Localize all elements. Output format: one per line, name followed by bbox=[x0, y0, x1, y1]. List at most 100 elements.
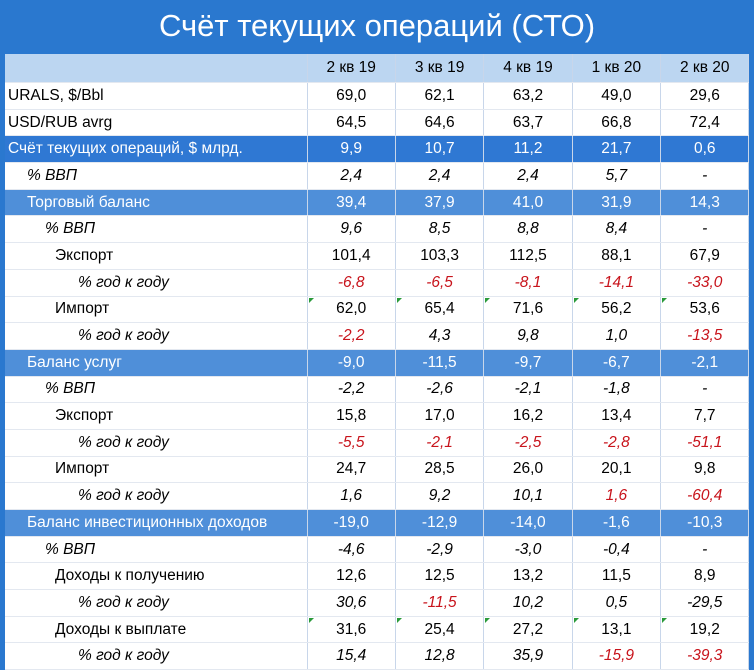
table-row: Экспорт 101,4 103,3 112,5 88,1 67,9 bbox=[5, 242, 750, 270]
table-cell: 66,8 bbox=[572, 109, 662, 137]
table-cell: -8,1 bbox=[483, 269, 573, 297]
table-cell: 12,6 bbox=[307, 562, 396, 591]
table-cell: -6,7 bbox=[572, 349, 662, 377]
table-cell: -6,8 bbox=[307, 269, 396, 297]
table-cell: 65,4 bbox=[395, 296, 485, 324]
table-row: % год к году 30,6 -11,5 10,2 0,5 -29,5 bbox=[5, 589, 750, 617]
table-cell: 8,5 bbox=[395, 215, 485, 244]
table-cell: 39,4 bbox=[307, 189, 396, 217]
table-cell: - bbox=[660, 162, 750, 190]
table-row: Баланс услуг -9,0 -11,5 -9,7 -6,7 -2,1 bbox=[5, 349, 750, 377]
table-cell: 8,9 bbox=[660, 562, 750, 591]
row-label: Доходы к получению bbox=[5, 562, 308, 591]
column-header: 3 кв 19 bbox=[395, 54, 485, 83]
table-row: Торговый баланс 39,4 37,9 41,0 31,9 14,3 bbox=[5, 189, 750, 217]
table-cell: 63,2 bbox=[483, 82, 573, 110]
table-cell: 12,8 bbox=[395, 642, 485, 670]
table-row: URALS, $/Bbl 69,0 62,1 63,2 49,0 29,6 bbox=[5, 82, 750, 110]
table-cell: 49,0 bbox=[572, 82, 662, 110]
table-cell: 27,2 bbox=[483, 616, 573, 644]
table-cell: 10,2 bbox=[483, 589, 573, 617]
table-cell: -2,5 bbox=[483, 429, 573, 457]
table-cell: 25,4 bbox=[395, 616, 485, 644]
table-cell: 10,1 bbox=[483, 482, 573, 510]
table-cell: 24,7 bbox=[307, 456, 396, 484]
row-label: Экспорт bbox=[5, 242, 308, 270]
header-corner bbox=[5, 54, 308, 83]
header-row: 2 кв 19 3 кв 19 4 кв 19 1 кв 20 2 кв 20 bbox=[5, 54, 750, 83]
table-cell: -9,0 bbox=[307, 349, 396, 377]
column-header: 2 кв 20 bbox=[660, 54, 750, 83]
row-label: Экспорт bbox=[5, 402, 308, 430]
row-label: % год к году bbox=[5, 429, 308, 457]
table-cell: 63,7 bbox=[483, 109, 573, 137]
table-cell: 20,1 bbox=[572, 456, 662, 484]
current-account-table: 2 кв 19 3 кв 19 4 кв 19 1 кв 20 2 кв 20 … bbox=[5, 54, 750, 670]
table-cell: 64,5 bbox=[307, 109, 396, 137]
table-cell: 41,0 bbox=[483, 189, 573, 217]
table-row: Счёт текущих операций, $ млрд. 9,9 10,7 … bbox=[5, 135, 750, 164]
table-row: % ВВП -2,2 -2,6 -2,1 -1,8 - bbox=[5, 376, 750, 404]
table-cell: -9,7 bbox=[483, 349, 573, 377]
table-cell: -11,5 bbox=[395, 349, 485, 377]
row-label: Импорт bbox=[5, 296, 308, 324]
table-cell: -2,1 bbox=[660, 349, 750, 377]
row-label: % год к году bbox=[5, 589, 308, 617]
table-cell: 112,5 bbox=[483, 242, 573, 270]
table-cell: -39,3 bbox=[660, 642, 750, 670]
table-cell: -1,6 bbox=[572, 509, 662, 537]
table-cell: -2,2 bbox=[307, 376, 396, 404]
table-cell: 69,0 bbox=[307, 82, 396, 110]
table-cell: 56,2 bbox=[572, 296, 662, 324]
table-cell: 8,4 bbox=[572, 215, 662, 244]
table-cell: - bbox=[660, 215, 750, 244]
table-cell: 13,4 bbox=[572, 402, 662, 430]
table-cell: 53,6 bbox=[660, 296, 750, 324]
table-cell: 11,5 bbox=[572, 562, 662, 591]
table-cell: 10,7 bbox=[395, 135, 485, 164]
table-cell: 4,3 bbox=[395, 322, 485, 350]
table-row: Экспорт 15,8 17,0 16,2 13,4 7,7 bbox=[5, 402, 750, 430]
column-header: 2 кв 19 bbox=[307, 54, 396, 83]
table-cell: 8,8 bbox=[483, 215, 573, 244]
table-cell: 14,3 bbox=[660, 189, 750, 217]
table-cell: 103,3 bbox=[395, 242, 485, 270]
table-row: % год к году -5,5 -2,1 -2,5 -2,8 -51,1 bbox=[5, 429, 750, 457]
table-cell: -15,9 bbox=[572, 642, 662, 670]
column-header: 1 кв 20 bbox=[572, 54, 662, 83]
row-label: Баланс услуг bbox=[5, 349, 308, 377]
table-cell: 35,9 bbox=[483, 642, 573, 670]
row-label: % год к году bbox=[5, 322, 308, 350]
table-cell: 2,4 bbox=[483, 162, 573, 190]
row-label: % год к году bbox=[5, 269, 308, 297]
table-cell: 1,6 bbox=[307, 482, 396, 510]
table-cell: 1,0 bbox=[572, 322, 662, 350]
table-cell: -6,5 bbox=[395, 269, 485, 297]
row-label: % год к году bbox=[5, 642, 308, 670]
table-cell: -13,5 bbox=[660, 322, 750, 350]
table-cell: 13,1 bbox=[572, 616, 662, 644]
table-cell: 30,6 bbox=[307, 589, 396, 617]
table-row: % год к году 15,4 12,8 35,9 -15,9 -39,3 bbox=[5, 642, 750, 670]
table-row: % ВВП -4,6 -2,9 -3,0 -0,4 - bbox=[5, 536, 750, 564]
table-cell: 31,9 bbox=[572, 189, 662, 217]
table-cell: -60,4 bbox=[660, 482, 750, 510]
table-cell: -11,5 bbox=[395, 589, 485, 617]
table-cell: 2,4 bbox=[395, 162, 485, 190]
row-label: % ВВП bbox=[5, 536, 308, 564]
table-cell: -2,1 bbox=[483, 376, 573, 404]
table-cell: 62,0 bbox=[307, 296, 396, 324]
row-label: Баланс инвестиционных доходов bbox=[5, 509, 308, 537]
row-label: Импорт bbox=[5, 456, 308, 484]
table-cell: 9,6 bbox=[307, 215, 396, 244]
table-cell: 1,6 bbox=[572, 482, 662, 510]
table-cell: 62,1 bbox=[395, 82, 485, 110]
table-cell: 9,2 bbox=[395, 482, 485, 510]
row-label: Счёт текущих операций, $ млрд. bbox=[5, 135, 308, 164]
table-cell: 16,2 bbox=[483, 402, 573, 430]
table-cell: 0,5 bbox=[572, 589, 662, 617]
table-cell: 29,6 bbox=[660, 82, 750, 110]
table-frame: Счёт текущих операций (СТО) 2 кв 19 3 кв… bbox=[5, 8, 750, 670]
table-cell: 7,7 bbox=[660, 402, 750, 430]
column-header: 4 кв 19 bbox=[483, 54, 573, 83]
